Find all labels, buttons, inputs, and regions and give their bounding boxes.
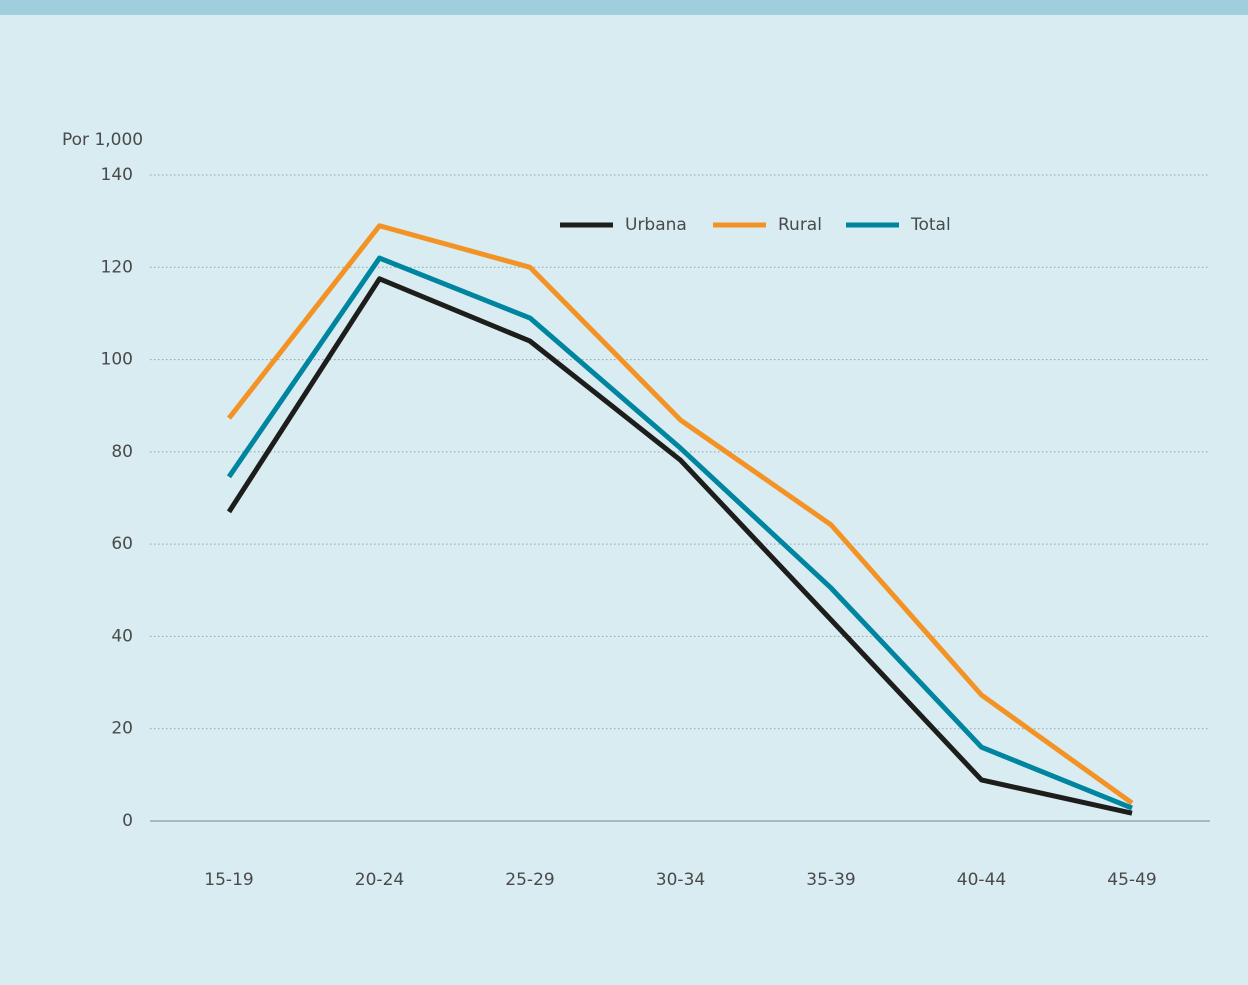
y-tick-label: 60 <box>111 534 133 554</box>
series-line <box>226 276 1133 816</box>
y-tick-label: 100 <box>101 350 133 370</box>
y-tick-label: 20 <box>111 719 133 739</box>
top-band <box>0 0 1248 15</box>
legend-label: Rural <box>778 215 822 235</box>
x-tick-label: 35-39 <box>806 870 855 890</box>
legend-label: Total <box>910 215 951 235</box>
series-line <box>226 255 1133 811</box>
x-tick-label: 40-44 <box>957 870 1006 890</box>
x-tick-label: 25-29 <box>505 870 554 890</box>
y-tick-label: 0 <box>122 811 133 831</box>
x-tick-label: 30-34 <box>656 870 705 890</box>
y-tick-label: 80 <box>111 442 133 462</box>
y-axis-label: Por 1,000 <box>62 130 143 150</box>
x-tick-label: 15-19 <box>204 870 253 890</box>
y-tick-label: 140 <box>101 165 133 185</box>
y-tick-label: 40 <box>111 626 133 646</box>
x-tick-label: 20-24 <box>355 870 404 890</box>
series-line <box>227 223 1134 806</box>
y-tick-label: 120 <box>101 257 133 277</box>
x-tick-label: 45-49 <box>1107 870 1156 890</box>
legend-label: Urbana <box>625 215 687 235</box>
